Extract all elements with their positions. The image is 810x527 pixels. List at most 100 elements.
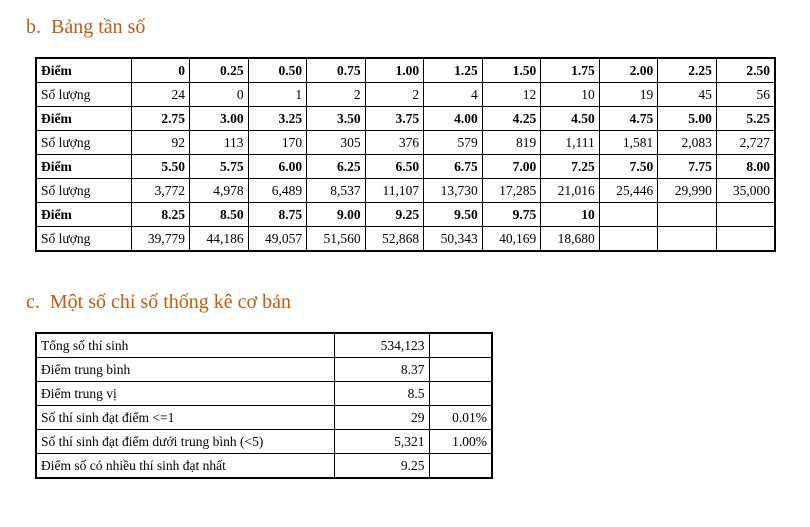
table-row: Điểm 8.25 8.50 8.75 9.00 9.25 9.50 9.75 10 [35, 202, 776, 227]
cell: 29 [333, 405, 430, 430]
cell: 7.25 [540, 154, 600, 179]
cell: 5.50 [130, 154, 191, 179]
cell: 5.00 [657, 106, 717, 131]
table-row: Điểm trung vị 8.5 [35, 381, 493, 406]
cell: 9.75 [481, 202, 542, 227]
cell: 579 [423, 130, 483, 155]
table-row: Điểm 5.50 5.75 6.00 6.25 6.50 6.75 7.00 7.25 7.50… [35, 154, 776, 179]
cell: 6.50 [364, 154, 425, 179]
cell: 1.00 [364, 57, 425, 83]
cell: 8.25 [130, 202, 191, 227]
cell: 8.75 [247, 202, 308, 227]
cell: 1.00% [428, 429, 493, 454]
table-row: Số lượng 3,772 4,978 6,489 8,537 11,107 13,730… [35, 178, 776, 203]
table-row: Số lượng 92 113 170 305 376 579 819 1,111 1,581 2,… [35, 130, 776, 155]
empty-cell [657, 226, 717, 252]
cell: 9.00 [306, 202, 366, 227]
cell: 52,868 [364, 226, 425, 252]
cell: 8.00 [715, 154, 776, 179]
cell: 2,083 [657, 130, 717, 155]
empty-cell [715, 226, 776, 252]
cell: 3.75 [364, 106, 425, 131]
cell: 39,779 [130, 226, 191, 252]
row-label: Số lượng [35, 226, 132, 252]
cell: 56 [715, 82, 776, 107]
cell: 1,111 [540, 130, 600, 155]
cell: 3,772 [130, 178, 191, 203]
cell: 9.25 [333, 453, 430, 479]
cell: 1,581 [598, 130, 659, 155]
cell: 3.25 [247, 106, 308, 131]
cell: 9.50 [423, 202, 483, 227]
cell: 5,321 [333, 429, 430, 454]
cell: 1.75 [540, 57, 600, 83]
cell: 18,680 [540, 226, 600, 252]
statistics-table: Tổng số thí sinh 534,123 Điểm trung bình 8.… [35, 332, 493, 479]
cell: 0 [189, 82, 249, 107]
cell: 534,123 [333, 332, 430, 358]
cell: 9.25 [364, 202, 425, 227]
empty-cell [428, 381, 493, 406]
table-row: Số thí sinh đạt điểm <=1 29 0.01% [35, 405, 493, 430]
section-heading: b. Bảng tần số [26, 16, 146, 38]
empty-cell [598, 226, 659, 252]
table-row: Điểm 0 0.25 0.50 0.75 1.00 1.25 1.50 1.75 2.00 2.2… [35, 57, 776, 83]
frequency-table: Điểm 0 0.25 0.50 0.75 1.00 1.25 1.50 1.75 2.00 2.2… [35, 57, 776, 252]
row-label: Tổng số thí sinh [35, 332, 335, 358]
cell: 19 [598, 82, 659, 107]
cell: 7.50 [598, 154, 659, 179]
cell: 4.50 [540, 106, 600, 131]
empty-cell [428, 357, 493, 382]
row-label: Số thí sinh đạt điểm dưới trung bình (<5… [35, 429, 335, 454]
cell: 50,343 [423, 226, 483, 252]
cell: 4.00 [423, 106, 483, 131]
cell: 6.25 [306, 154, 366, 179]
empty-cell [428, 332, 493, 358]
table-row: Số thí sinh đạt điểm dưới trung bình (<5… [35, 429, 493, 454]
cell: 29,990 [657, 178, 717, 203]
table-row: Điểm số có nhiều thí sinh đạt nhất 9.25 [35, 453, 493, 479]
row-label: Điểm [35, 202, 132, 227]
cell: 24 [130, 82, 191, 107]
cell: 4.75 [598, 106, 659, 131]
cell: 40,169 [481, 226, 542, 252]
cell: 2,727 [715, 130, 776, 155]
table-row: Điểm 2.75 3.00 3.25 3.50 3.75 4.00 4.25 4.50 4.75… [35, 106, 776, 131]
cell: 113 [189, 130, 249, 155]
cell: 6.75 [423, 154, 483, 179]
empty-cell [715, 202, 776, 227]
cell: 2 [364, 82, 425, 107]
cell: 0 [130, 57, 191, 83]
cell: 5.25 [715, 106, 776, 131]
cell: 0.75 [306, 57, 366, 83]
cell: 8.37 [333, 357, 430, 382]
cell: 8.5 [333, 381, 430, 406]
cell: 4.25 [481, 106, 542, 131]
cell: 7.00 [481, 154, 542, 179]
cell: 17,285 [481, 178, 542, 203]
cell: 5.75 [189, 154, 249, 179]
cell: 10 [540, 82, 600, 107]
cell: 49,057 [247, 226, 308, 252]
row-label: Số lượng [35, 82, 132, 107]
section-heading: c. Một số chỉ số thống kê cơ bản [26, 291, 291, 313]
cell: 4 [423, 82, 483, 107]
cell: 25,446 [598, 178, 659, 203]
row-label: Số lượng [35, 130, 132, 155]
cell: 2.75 [130, 106, 191, 131]
row-label: Điểm [35, 57, 132, 83]
cell: 3.50 [306, 106, 366, 131]
row-label: Điểm trung vị [35, 381, 335, 406]
cell: 8.50 [189, 202, 249, 227]
cell: 170 [247, 130, 308, 155]
cell: 51,560 [306, 226, 366, 252]
cell: 1.25 [423, 57, 483, 83]
cell: 92 [130, 130, 191, 155]
table-row: Số lượng 24 0 1 2 2 4 12 10 19 45 56 [35, 82, 776, 107]
row-label: Điểm trung bình [35, 357, 335, 382]
table-row: Tổng số thí sinh 534,123 [35, 332, 493, 358]
cell: 0.50 [247, 57, 308, 83]
cell: 1 [247, 82, 308, 107]
empty-cell [657, 202, 717, 227]
